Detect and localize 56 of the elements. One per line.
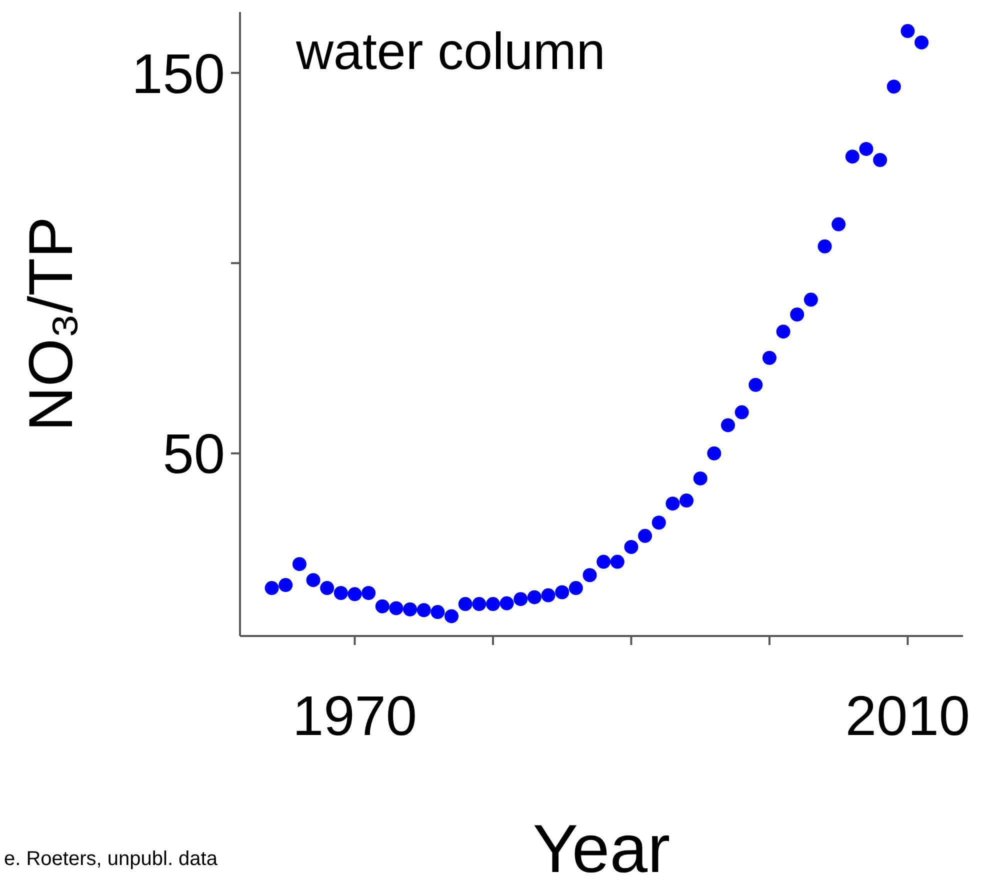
point: [334, 586, 348, 600]
point: [666, 496, 680, 511]
point: [568, 581, 583, 596]
point: [582, 568, 597, 582]
point: [707, 446, 722, 460]
point: [264, 581, 279, 596]
point: [596, 554, 611, 569]
point: [845, 150, 860, 164]
point: [818, 239, 832, 254]
point: [306, 573, 320, 588]
point: [624, 540, 638, 554]
point: [914, 35, 929, 50]
point: [444, 609, 459, 624]
point: [389, 601, 404, 616]
point: [776, 324, 790, 339]
point: [416, 603, 431, 618]
point: [638, 528, 652, 543]
point: [900, 24, 915, 38]
point: [873, 153, 888, 168]
point: [320, 581, 334, 596]
point: [486, 597, 500, 612]
point: [375, 599, 390, 614]
point: [403, 602, 418, 616]
point: [430, 605, 445, 620]
point: [362, 586, 376, 600]
y-tick-label: 150: [132, 42, 225, 105]
point: [720, 418, 735, 432]
y-axis-title: NO₃/TP: [17, 216, 86, 432]
point: [652, 516, 666, 530]
point: [680, 494, 694, 508]
x-tick-label: 1970: [292, 684, 418, 747]
point: [527, 590, 542, 604]
point: [610, 554, 624, 569]
point: [859, 142, 874, 156]
point: [748, 378, 763, 392]
point: [734, 405, 749, 420]
x-axis-title: Year: [532, 811, 670, 878]
point: [693, 471, 708, 486]
point: [514, 592, 528, 606]
point: [886, 80, 901, 94]
text: e. Roeters, unpubl. data: [4, 848, 218, 871]
point: [804, 292, 818, 307]
point: [500, 596, 514, 610]
y-tick-label: 50: [162, 422, 225, 486]
point: [278, 578, 293, 592]
point: [541, 588, 556, 602]
point: [292, 557, 306, 572]
chart-title: water column: [296, 22, 606, 82]
point: [762, 350, 776, 365]
x-tick-label: 2010: [845, 684, 970, 747]
point: [458, 597, 472, 612]
point: [790, 307, 804, 322]
point: [472, 597, 486, 612]
point: [832, 217, 846, 232]
point: [348, 587, 362, 602]
point: [555, 585, 570, 600]
